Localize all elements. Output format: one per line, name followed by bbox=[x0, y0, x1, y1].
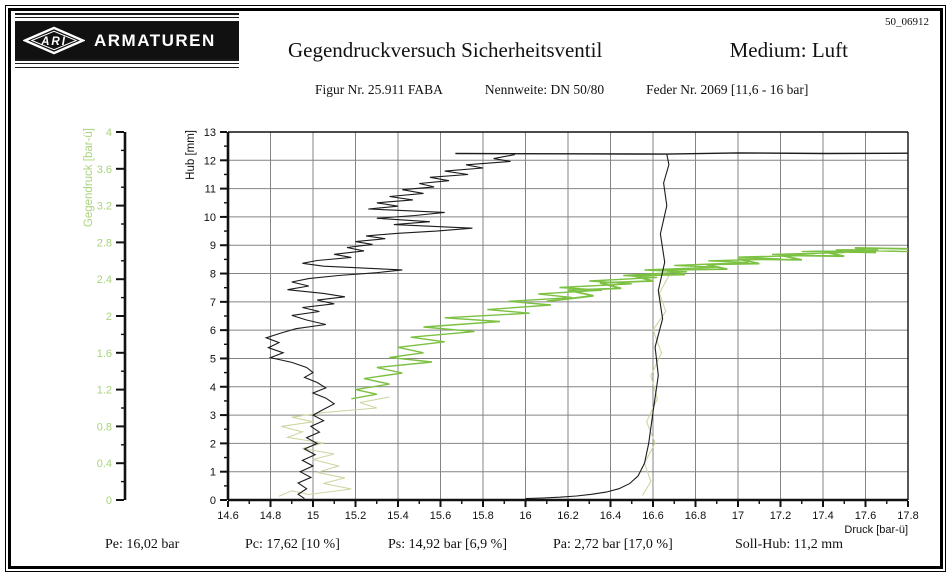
svg-text:17: 17 bbox=[732, 510, 744, 522]
svg-text:Druck [bar-ü]: Druck [bar-ü] bbox=[844, 524, 908, 536]
svg-text:17.8: 17.8 bbox=[897, 510, 918, 522]
curve-hub-full-lift bbox=[455, 152, 909, 155]
svg-text:11: 11 bbox=[205, 184, 216, 196]
svg-text:7: 7 bbox=[210, 297, 216, 309]
company-logo: ARI ARMATUREN bbox=[15, 13, 239, 68]
svg-text:0: 0 bbox=[210, 495, 216, 507]
spec-row: Figur Nr. 25.911 FABA Nennweite: DN 50/8… bbox=[315, 82, 808, 98]
svg-text:ARI: ARI bbox=[40, 35, 67, 48]
svg-text:15.4: 15.4 bbox=[387, 510, 408, 522]
svg-text:3.6: 3.6 bbox=[97, 164, 112, 176]
result-pe: Pe: 16,02 bar bbox=[105, 537, 180, 552]
svg-text:3: 3 bbox=[210, 410, 216, 422]
svg-text:12: 12 bbox=[204, 155, 216, 167]
svg-text:0: 0 bbox=[106, 495, 112, 507]
svg-text:5: 5 bbox=[210, 353, 216, 365]
logo-stripes-bottom bbox=[15, 59, 239, 68]
curve-hub-closing bbox=[264, 154, 516, 500]
svg-text:14.6: 14.6 bbox=[217, 510, 238, 522]
svg-text:15: 15 bbox=[307, 510, 319, 522]
svg-text:2: 2 bbox=[106, 311, 112, 323]
svg-text:8: 8 bbox=[210, 269, 216, 281]
svg-text:4: 4 bbox=[210, 382, 216, 394]
grid bbox=[228, 132, 908, 500]
svg-text:10: 10 bbox=[204, 212, 216, 224]
brand-name: ARMATUREN bbox=[94, 30, 216, 50]
svg-text:6: 6 bbox=[210, 325, 216, 337]
svg-text:17.4: 17.4 bbox=[812, 510, 833, 522]
svg-text:16.8: 16.8 bbox=[685, 510, 706, 522]
result-pa: Pa: 2,72 bar [17,0 %] bbox=[553, 537, 673, 552]
hub-axis-label: Hub [mm] bbox=[185, 130, 197, 180]
result-soll-hub: Soll-Hub: 11,2 mm bbox=[735, 537, 843, 552]
svg-text:13: 13 bbox=[204, 127, 216, 139]
page-title: Gegendruckversuch Sicherheitsventil bbox=[288, 38, 603, 62]
curve-hub-opening bbox=[525, 153, 670, 500]
gegendruck-axis-label: Gegendruck [bar-ü] bbox=[83, 128, 95, 227]
svg-text:15.2: 15.2 bbox=[345, 510, 366, 522]
svg-text:0.4: 0.4 bbox=[97, 458, 112, 470]
svg-text:1.6: 1.6 bbox=[97, 348, 112, 360]
result-ps: Ps: 14,92 bar [6,9 %] bbox=[388, 537, 507, 552]
curve-gegendruck-falling-low bbox=[278, 396, 390, 497]
svg-text:4: 4 bbox=[106, 127, 112, 139]
x-axis: 14.6 14.8 15 15.2 15.4 15.6 15.8 16 16.2 16.4 16.6… bbox=[217, 498, 919, 536]
svg-text:17.6: 17.6 bbox=[855, 510, 876, 522]
curve-gegendruck-rising bbox=[351, 249, 909, 400]
spring-number: Feder Nr. 2069 [11,6 - 16 bar] bbox=[646, 82, 809, 97]
svg-text:17.2: 17.2 bbox=[770, 510, 791, 522]
curve-gegendruck-falling-high bbox=[641, 273, 671, 496]
svg-text:0.8: 0.8 bbox=[97, 421, 112, 433]
document-number: 50_06912 bbox=[885, 16, 929, 28]
ari-diamond-icon: ARI bbox=[23, 26, 85, 55]
series-group bbox=[264, 152, 909, 500]
plot-frame bbox=[228, 131, 909, 500]
medium-label: Medium: Luft bbox=[729, 38, 848, 62]
svg-text:15.8: 15.8 bbox=[472, 510, 493, 522]
svg-text:16.2: 16.2 bbox=[557, 510, 578, 522]
svg-text:2.8: 2.8 bbox=[97, 237, 112, 249]
svg-text:1: 1 bbox=[210, 467, 216, 479]
svg-text:16.4: 16.4 bbox=[600, 510, 621, 522]
svg-text:15.6: 15.6 bbox=[430, 510, 451, 522]
svg-text:9: 9 bbox=[210, 240, 216, 252]
figure-number: Figur Nr. 25.911 FABA bbox=[315, 82, 443, 97]
logo-stripes-top bbox=[15, 13, 239, 22]
svg-text:1.2: 1.2 bbox=[97, 385, 112, 397]
svg-text:16.6: 16.6 bbox=[642, 510, 663, 522]
svg-text:14.8: 14.8 bbox=[260, 510, 281, 522]
svg-text:3.2: 3.2 bbox=[97, 201, 112, 213]
svg-text:2.4: 2.4 bbox=[97, 274, 112, 286]
result-pc: Pc: 17,62 [10 %] bbox=[245, 537, 340, 552]
svg-text:16: 16 bbox=[519, 510, 531, 522]
curve-gegendruck-band bbox=[546, 247, 909, 303]
nominal-width: Nennweite: DN 50/80 bbox=[484, 82, 605, 97]
gegendruck-axis: 0 0.4 0.8 1.2 1.6 2 2.4 2.8 3.2 3.6 4 Gegendruck [b… bbox=[83, 127, 127, 507]
svg-text:2: 2 bbox=[210, 438, 216, 450]
